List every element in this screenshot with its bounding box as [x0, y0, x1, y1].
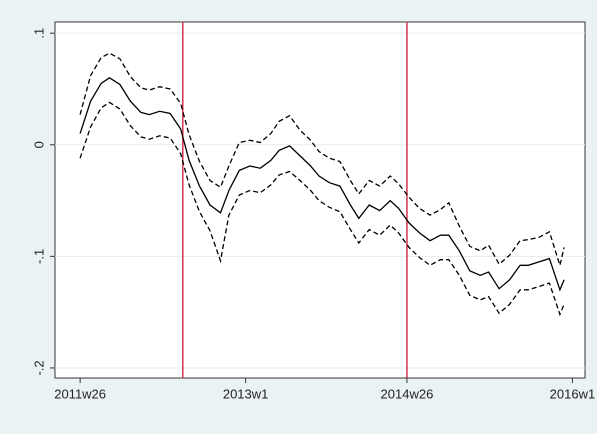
y-tick-label: 0: [31, 141, 46, 148]
x-tick-label: 2016w1: [550, 386, 596, 401]
plot-area: [54, 21, 586, 379]
x-tick-label: 2014w26: [381, 386, 434, 401]
y-tick-label: -.1: [31, 249, 46, 264]
series-line: [79, 77, 565, 292]
y-tick-label: -.2: [31, 360, 46, 375]
series-line: [79, 52, 565, 268]
y-tick-label: .1: [31, 28, 46, 39]
series-line: [79, 101, 565, 317]
x-tick-label: 2011w26: [54, 386, 106, 401]
x-tick-label: 2013w1: [223, 386, 269, 401]
